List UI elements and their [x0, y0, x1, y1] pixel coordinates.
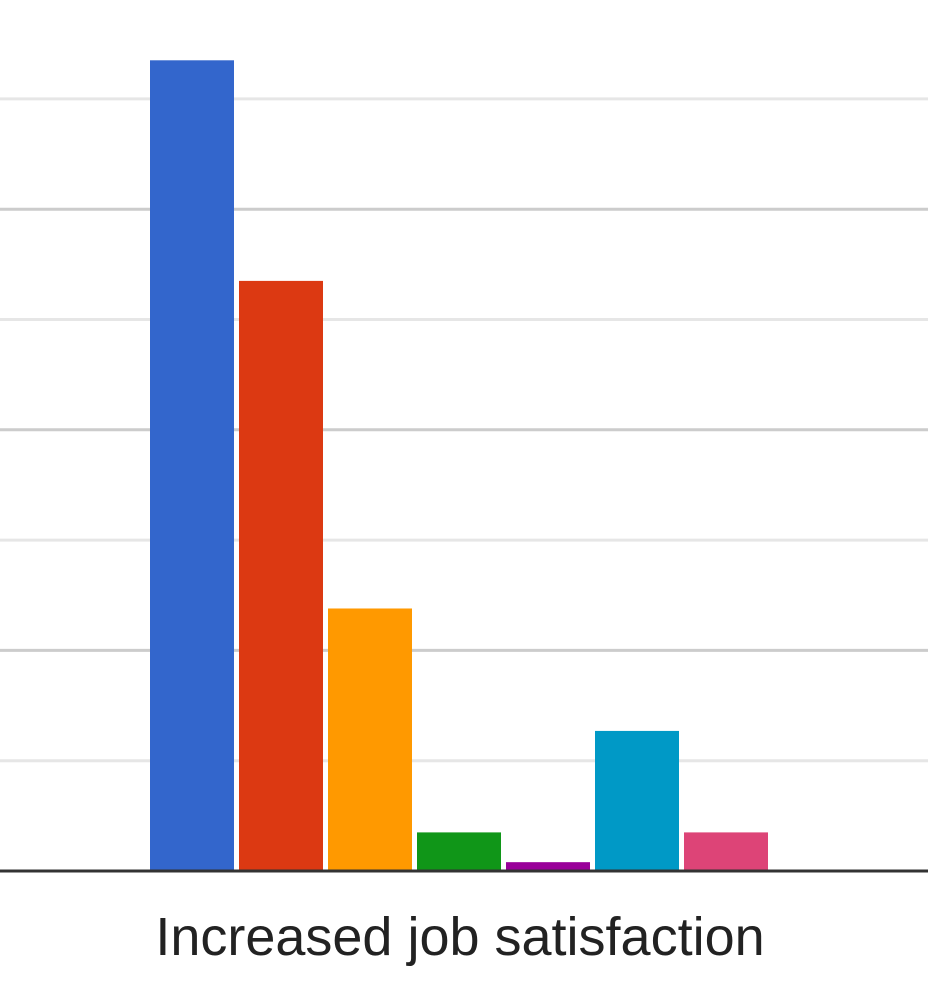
- bars: [150, 60, 768, 872]
- bar-series-3: [328, 608, 412, 871]
- category-label: Increased job satisfaction: [155, 907, 764, 967]
- bar-series-7: [684, 832, 768, 871]
- bar-series-5: [506, 862, 590, 871]
- bar-series-2: [239, 280, 323, 871]
- bar-series-4: [417, 832, 501, 871]
- bar-series-6: [595, 730, 679, 871]
- bar-series-1: [150, 60, 234, 872]
- gridlines: [0, 97, 928, 763]
